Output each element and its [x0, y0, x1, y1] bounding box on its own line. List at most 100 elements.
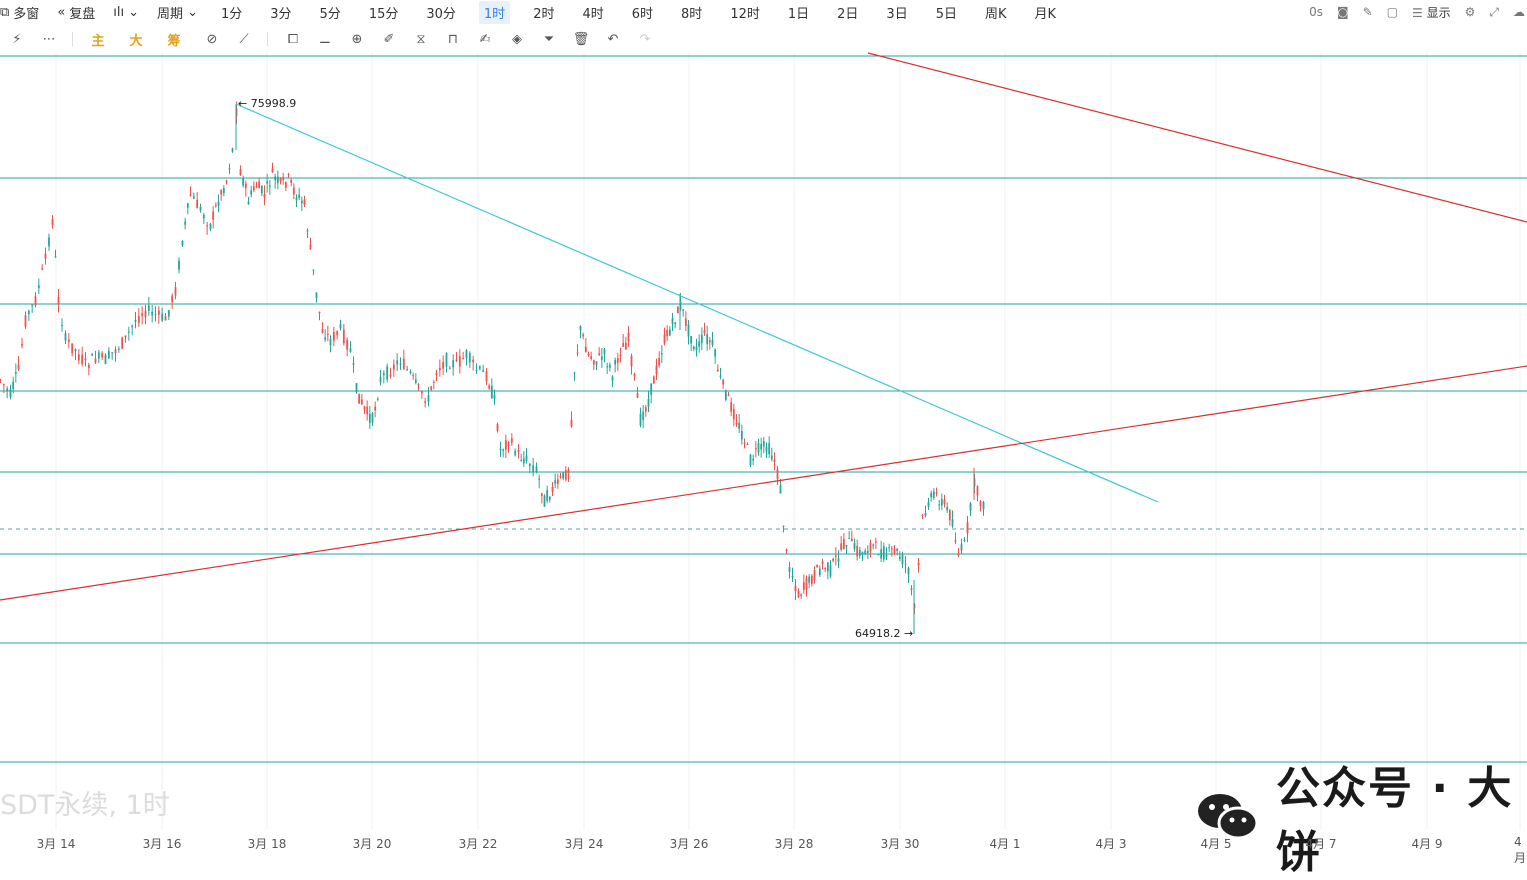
candle-body	[898, 556, 901, 559]
candle-body	[600, 356, 603, 360]
candle-body	[91, 353, 94, 356]
period-tab[interactable]: 周K	[984, 6, 1007, 22]
magnet-icon[interactable]: ◈	[512, 31, 522, 47]
candle-body	[458, 356, 461, 367]
candle-body	[141, 313, 144, 317]
candle-body	[147, 305, 150, 311]
period-tab[interactable]: 3日	[886, 6, 908, 22]
period-tab[interactable]: 1时	[478, 0, 511, 24]
period-tab[interactable]: 8时	[681, 6, 703, 22]
more-icon[interactable]: ⋯	[42, 31, 56, 47]
candle-body	[346, 339, 349, 350]
period-tab[interactable]: 1日	[787, 6, 810, 22]
candle-body	[81, 354, 84, 365]
main-indicator-button[interactable]: 主	[91, 33, 105, 49]
pen-icon[interactable]: ✐	[383, 31, 395, 47]
pencil-icon[interactable]: ✎	[1362, 5, 1373, 19]
candle-body	[676, 306, 679, 314]
candle-body	[355, 383, 358, 393]
multi-window-button[interactable]: ⧉ 多窗	[0, 4, 40, 22]
chart-type-button[interactable]: ılı ⌄	[113, 5, 139, 20]
candle-body	[668, 329, 671, 336]
replay-button[interactable]: «复盘	[57, 4, 96, 22]
cloud-icon[interactable]: ☁	[1513, 5, 1525, 19]
candle-body	[490, 385, 493, 399]
candle-body	[455, 359, 458, 361]
template-icon[interactable]: ▢	[1386, 5, 1399, 19]
candle-body	[360, 399, 363, 405]
period-tab[interactable]: 3分	[270, 6, 292, 22]
draw-tool-icon[interactable]: ⟋	[239, 31, 249, 47]
wechat-watermark: 公众号 · 大饼	[1196, 752, 1527, 880]
candle-body	[312, 269, 315, 272]
candle-body	[300, 200, 303, 204]
candle-body	[690, 336, 693, 344]
candle-body	[462, 357, 465, 359]
indicator-icon[interactable]: ⊘	[206, 31, 218, 47]
candle-body	[614, 359, 617, 365]
zoom-icon[interactable]: ⊕	[351, 31, 363, 47]
period-tab[interactable]: 4时	[582, 6, 604, 22]
candle-body	[475, 370, 478, 372]
period-tab[interactable]: 1分	[220, 6, 243, 22]
candle-body	[706, 334, 709, 345]
candle-body	[595, 361, 598, 365]
window-icon: ⧉	[0, 4, 10, 20]
candle-body	[276, 176, 279, 184]
chip-button[interactable]: 筹	[167, 33, 181, 49]
period-dropdown[interactable]: 周期 ⌄	[157, 4, 198, 22]
settings-icon[interactable]: ⚙	[1464, 5, 1476, 19]
period-tab[interactable]: 2时	[533, 6, 555, 22]
x-axis-tick-label: 3月 26	[669, 837, 709, 851]
candle-body	[485, 371, 488, 382]
fullscreen-icon[interactable]: ⤢	[1489, 4, 1499, 19]
candle-body	[880, 549, 883, 559]
candle-body	[535, 466, 538, 472]
filter-icon[interactable]: ⏷	[543, 31, 555, 47]
x-axis-tick-label: 4月 5	[1200, 837, 1232, 851]
candle-body	[488, 385, 491, 389]
period-tab[interactable]: 12时	[730, 6, 760, 22]
measure-icon[interactable]: ⧖	[416, 31, 426, 47]
display-button[interactable]: ☰ 显示	[1412, 5, 1451, 20]
candle-body	[392, 364, 395, 370]
candle-body	[754, 448, 757, 450]
candle-body	[186, 203, 189, 208]
camera-icon[interactable]: ◙	[1336, 5, 1349, 19]
redo-icon[interactable]: ↷	[639, 31, 651, 47]
shape-icon[interactable]: ⧠	[287, 31, 299, 47]
candle-body	[660, 353, 663, 355]
period-tab[interactable]: 2日	[837, 6, 859, 22]
period-tab[interactable]: 5分	[319, 6, 341, 22]
candle-body	[371, 413, 374, 423]
candle-body	[582, 334, 585, 337]
candle-body	[48, 237, 50, 247]
candle-body	[374, 406, 377, 411]
period-tab[interactable]: 5日	[935, 6, 957, 22]
period-tab[interactable]: 30分	[426, 6, 456, 22]
high-price-label: ← 75998.9	[238, 97, 296, 110]
edit-icon[interactable]: ✍	[479, 31, 491, 47]
undo-icon[interactable]: ↶	[607, 31, 619, 47]
watermark-text: 公众号 · 大饼	[1276, 763, 1514, 878]
candle-body	[255, 186, 258, 188]
period-tab[interactable]: 6时	[631, 6, 654, 22]
candle-body	[548, 496, 551, 500]
period-tab[interactable]: 月K	[1034, 6, 1057, 22]
candle-body	[832, 558, 835, 561]
candle-body	[935, 492, 938, 494]
cyan-trendline	[235, 103, 1159, 503]
lock-icon[interactable]: ⊓	[447, 31, 459, 47]
magic-wand-icon[interactable]: ⚡	[12, 31, 22, 47]
candle-body	[765, 446, 768, 452]
chart-canvas[interactable]: ← 75998.9 64918.2 →	[0, 0, 1527, 858]
candle-body	[727, 394, 730, 396]
period-tab[interactable]: 15分	[368, 6, 399, 22]
candle-body	[34, 296, 37, 306]
large-order-button[interactable]: 大	[129, 33, 143, 49]
candle-body	[339, 324, 342, 329]
trash-icon[interactable]: 🗑	[572, 31, 590, 47]
candle-body	[399, 363, 402, 365]
ruler-icon[interactable]: ⚊	[319, 31, 331, 47]
candle-body	[954, 540, 957, 542]
